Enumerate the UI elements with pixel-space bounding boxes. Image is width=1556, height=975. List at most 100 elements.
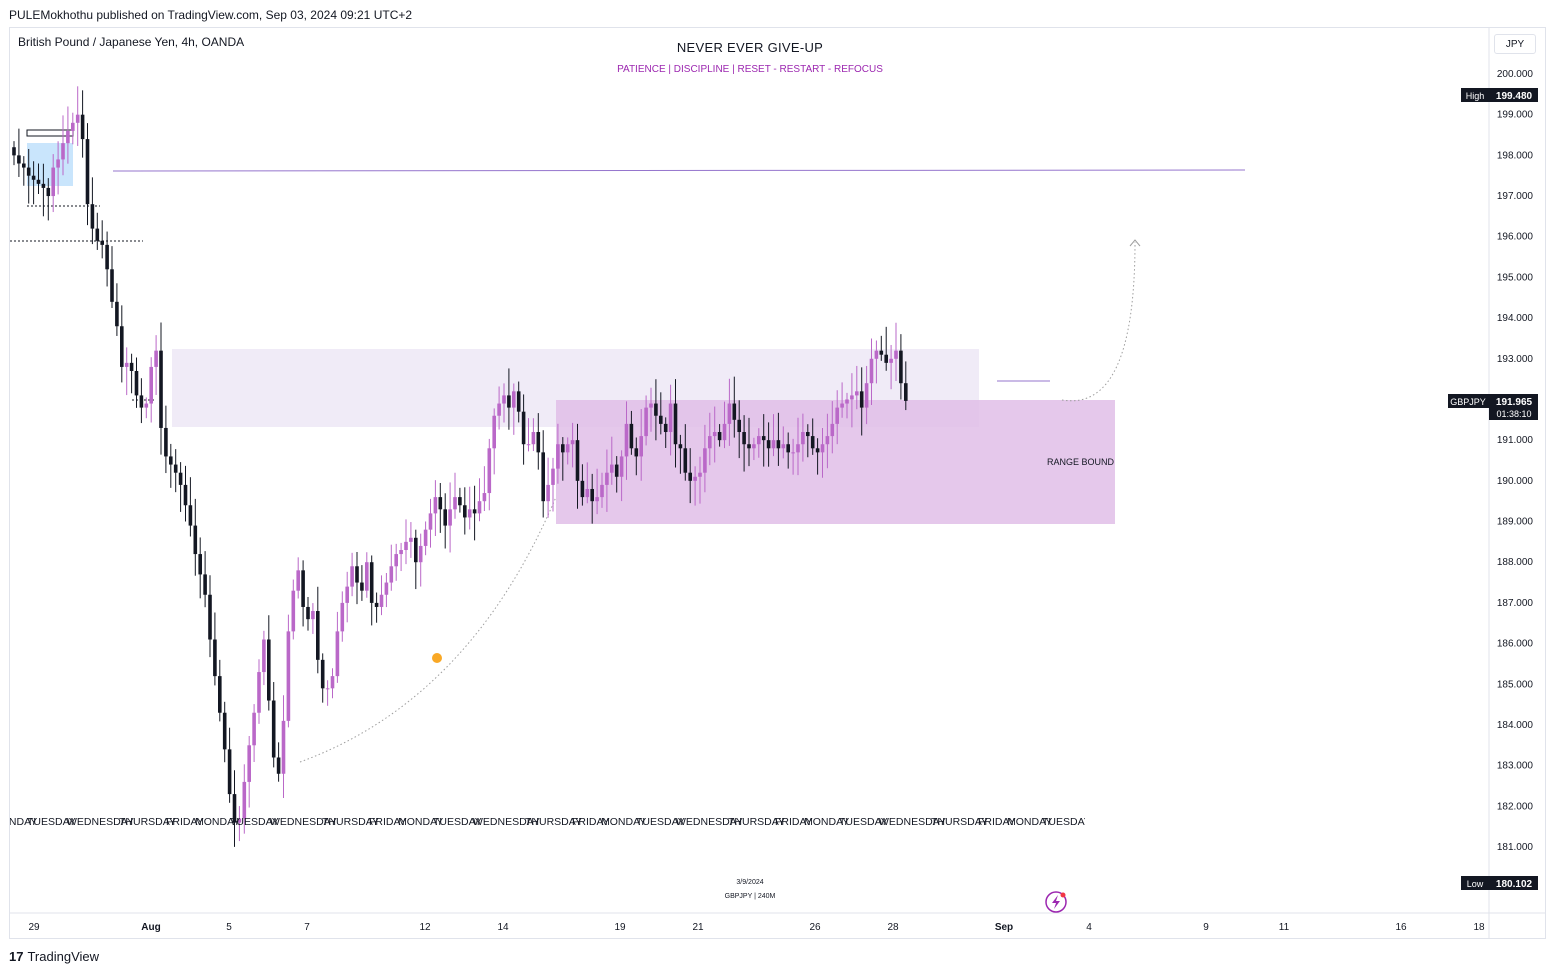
day-label: FRIDAY — [166, 816, 204, 828]
candle-body — [178, 472, 183, 485]
candle-body — [663, 423, 668, 433]
time-tick-label: 7 — [304, 922, 310, 933]
day-label: TUESDAY — [1042, 816, 1091, 828]
candle-body — [301, 570, 305, 607]
candle-body — [173, 464, 178, 473]
candle-body — [512, 391, 516, 408]
candle-body — [120, 326, 124, 367]
candle-body — [781, 444, 786, 449]
candle-body — [717, 432, 722, 441]
chart-subtitle: PATIENCE | DISCIPLINE | RESET - RESTART … — [617, 64, 883, 75]
time-tick-label: 29 — [28, 922, 40, 933]
time-tick-label: 9 — [1203, 922, 1209, 933]
candle-body — [737, 419, 741, 433]
candle-body — [159, 350, 163, 428]
candle-body — [899, 350, 903, 384]
candle-body — [154, 350, 158, 367]
candle-body — [169, 456, 173, 465]
candle-body — [85, 139, 90, 205]
price-tick-label: 183.000 — [1497, 761, 1534, 772]
chart-frame — [9, 27, 1546, 939]
candle-body — [727, 403, 732, 424]
candles-group — [12, 86, 908, 847]
candle-body — [271, 700, 276, 758]
day-label: TUESDAY — [636, 816, 685, 828]
curved-trend-path[interactable] — [299, 496, 557, 763]
candle-body — [791, 452, 795, 454]
candle-body — [139, 395, 144, 408]
high-value: 199.480 — [1496, 91, 1533, 102]
low-label: Low — [1467, 879, 1484, 889]
candle-body — [757, 436, 761, 445]
candle-body — [673, 403, 678, 445]
published-caption: PULEMokhothu published on TradingView.co… — [9, 8, 413, 22]
candle-body — [345, 586, 349, 603]
time-tick-label: Sep — [995, 922, 1013, 933]
lightning-icon[interactable] — [1045, 891, 1067, 913]
candle-body — [389, 566, 394, 583]
day-label: MONDAY — [1007, 816, 1052, 828]
price-axis[interactable]: 200.000 199.000 198.000 197.000 196.000 195.0… — [1497, 69, 1534, 853]
candle-body — [438, 497, 443, 510]
candle-body — [693, 476, 697, 481]
candle-body — [825, 436, 830, 445]
time-tick-label: 28 — [887, 922, 899, 933]
high-label: High — [1466, 91, 1485, 101]
candle-body — [698, 472, 702, 477]
candle-body — [806, 432, 810, 437]
candle-body — [840, 403, 844, 408]
day-label: TUESDAY — [230, 816, 279, 828]
time-axis[interactable]: 29 Aug 5 7 12 14 19 21 26 28 Sep 4 9 11 16 18 — [28, 922, 1485, 933]
candle-body — [188, 505, 193, 526]
candle-body — [629, 423, 634, 449]
price-tick-label: 188.000 — [1497, 557, 1534, 568]
candle-body — [257, 672, 261, 713]
currency-selector[interactable]: JPY — [1494, 34, 1536, 54]
price-tick-label: 191.000 — [1497, 435, 1534, 446]
day-labels: MONDAYTUESDAYWEDNESDAYTHURSDAYFRIDAYMOND… — [10, 816, 1091, 828]
candle-body — [732, 403, 737, 420]
candle-body — [110, 269, 114, 302]
candle-body — [722, 423, 727, 441]
price-tick-label: 193.000 — [1497, 354, 1534, 365]
day-label: FRIDAY — [369, 816, 407, 828]
candle-body — [208, 594, 212, 640]
candle-body — [463, 505, 467, 518]
tradingview-logo[interactable]: 17 TradingView — [9, 949, 99, 964]
candle-body — [590, 488, 594, 502]
candle-body — [482, 493, 487, 502]
candle-body — [237, 818, 242, 823]
candle-body — [394, 554, 398, 567]
candle-body — [556, 444, 560, 469]
day-label: MONDAY — [804, 816, 849, 828]
day-label: MONDAY — [398, 816, 443, 828]
resistance-line[interactable] — [112, 169, 1246, 172]
candle-body — [639, 436, 643, 457]
price-tick-label: 184.000 — [1497, 720, 1534, 731]
time-tick-label: 14 — [497, 922, 509, 933]
candle-body — [815, 448, 820, 453]
day-label: THURSDAY — [119, 816, 176, 828]
candle-body — [355, 566, 359, 583]
symbol-description[interactable]: British Pound / Japanese Yen, 4h, OANDA — [18, 35, 245, 49]
candle-body — [340, 602, 345, 632]
candle-body — [472, 509, 477, 514]
candle-body — [904, 383, 908, 401]
candle-body — [384, 582, 389, 595]
projection-path[interactable] — [1061, 241, 1136, 402]
day-label: FRIDAY — [978, 816, 1016, 828]
candle-body — [600, 484, 604, 498]
candle-body — [810, 436, 815, 449]
candle-body — [90, 204, 95, 229]
candle-body — [761, 436, 766, 441]
candle-body — [247, 745, 251, 782]
candle-body — [144, 403, 149, 408]
candle-body — [786, 444, 790, 453]
candle-body — [379, 594, 384, 607]
price-tick-label: 185.000 — [1497, 679, 1534, 690]
candle-body — [428, 513, 433, 530]
day-label: MONDAY — [601, 816, 646, 828]
symbol-tag: GBPJPY — [1450, 397, 1486, 407]
day-label: WEDNESDAY — [879, 816, 946, 828]
